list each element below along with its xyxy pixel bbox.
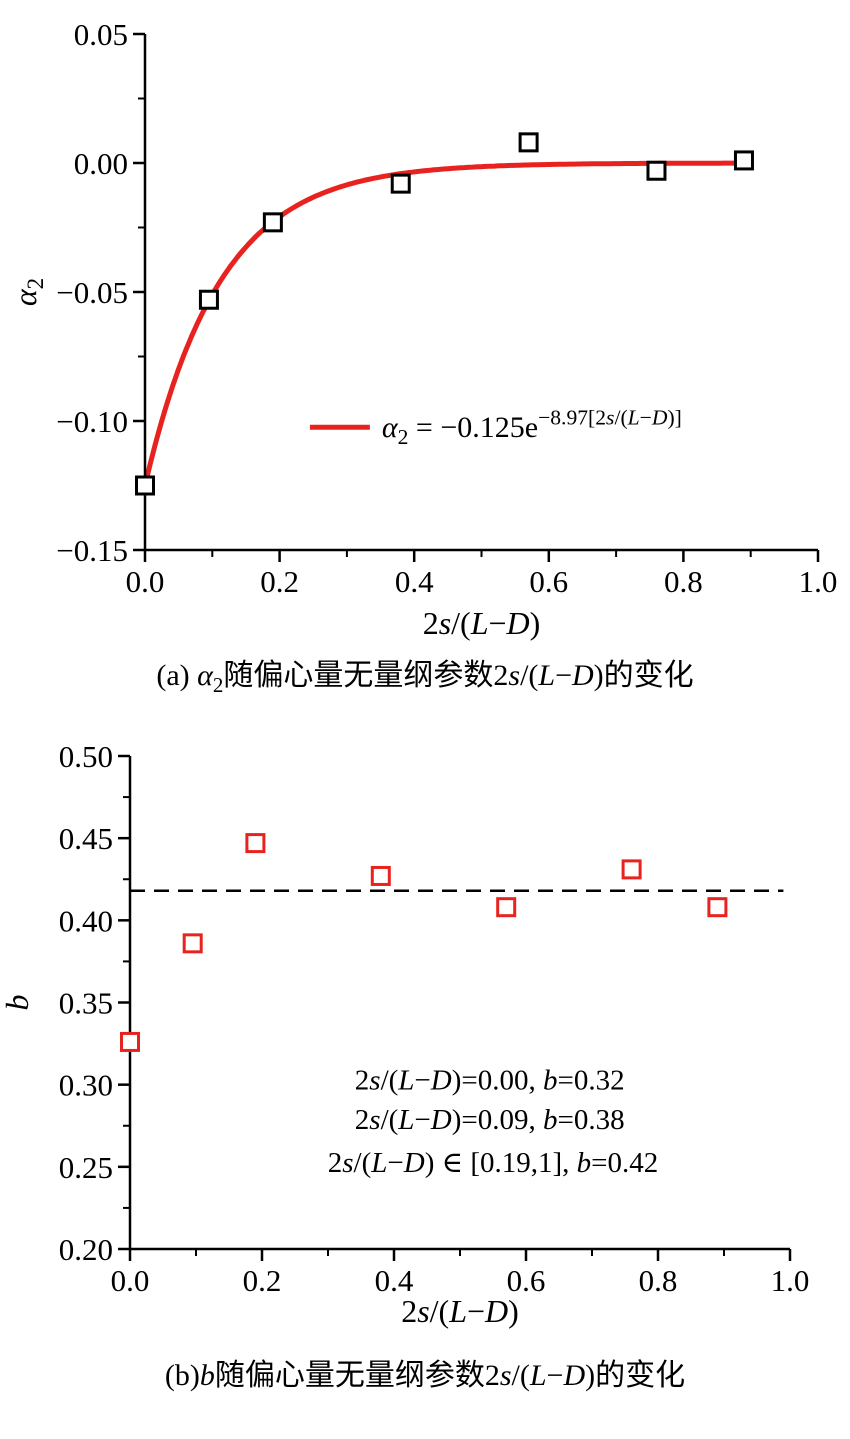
svg-text:−0.10: −0.10	[56, 404, 128, 439]
svg-text:0.45: 0.45	[59, 821, 113, 856]
svg-text:0.40: 0.40	[59, 904, 113, 939]
svg-text:0.20: 0.20	[59, 1232, 113, 1267]
svg-text:0.00: 0.00	[74, 146, 128, 181]
svg-text:0.4: 0.4	[375, 1263, 414, 1298]
chart-b-plot: 0.0 0.2 0.4 0.6 0.8 1.0 0.50 0.45 0.40 0.35 0.30 0.…	[0, 739, 810, 1329]
svg-text:2s/(L−D) ∈ [0.19,1], b=0.42: 2s/(L−D) ∈ [0.19,1], b=0.42	[328, 1147, 659, 1179]
svg-text:0.6: 0.6	[507, 1263, 546, 1298]
svg-text:0.50: 0.50	[59, 739, 113, 774]
chart-a-caption: (a) α2随偏心量无量纲参数2s/(L−D)的变化	[156, 659, 694, 697]
svg-text:0.8: 0.8	[664, 564, 703, 599]
svg-text:0.30: 0.30	[59, 1068, 113, 1103]
svg-text:0.6: 0.6	[529, 564, 568, 599]
svg-text:b: b	[0, 995, 35, 1011]
svg-text:0.0: 0.0	[126, 564, 165, 599]
chart-b-caption: (b)b随偏心量无量纲参数2s/(L−D)的变化	[164, 1359, 686, 1393]
svg-text:0.25: 0.25	[59, 1150, 113, 1185]
svg-text:2s/(L−D): 2s/(L−D)	[401, 1293, 519, 1329]
page: 0.0 0.2 0.4 0.6 0.8 1.0 0.05 0.00 −0.05 −0.10 −0.1…	[0, 2, 850, 1394]
svg-text:α2: α2	[7, 278, 48, 306]
svg-text:0.35: 0.35	[59, 986, 113, 1021]
svg-text:2s/(L−D): 2s/(L−D)	[423, 605, 541, 641]
svg-text:0.4: 0.4	[395, 564, 434, 599]
svg-text:1.0: 1.0	[771, 1263, 810, 1298]
svg-text:0.2: 0.2	[243, 1263, 282, 1298]
svg-text:0.05: 0.05	[74, 17, 128, 52]
svg-text:2s/(L−D)=0.00, b=0.32: 2s/(L−D)=0.00, b=0.32	[355, 1065, 625, 1097]
svg-text:−0.15: −0.15	[56, 533, 128, 568]
figure-a: 0.0 0.2 0.4 0.6 0.8 1.0 0.05 0.00 −0.05 −0.10 −0.1…	[0, 2, 850, 698]
svg-text:1.0: 1.0	[799, 564, 838, 599]
svg-text:0.0: 0.0	[111, 1263, 150, 1298]
svg-text:α2 = −0.125e−8.97[2s/(L−D)]: α2 = −0.125e−8.97[2s/(L−D)]	[382, 406, 682, 449]
svg-text:−0.05: −0.05	[56, 275, 128, 310]
chart-a-plot: 0.0 0.2 0.4 0.6 0.8 1.0 0.05 0.00 −0.05 −0.10 −0.1…	[7, 17, 838, 641]
svg-text:0.8: 0.8	[639, 1263, 678, 1298]
figure-b: 0.0 0.2 0.4 0.6 0.8 1.0 0.50 0.45 0.40 0.35 0.30 0.…	[0, 698, 850, 1394]
svg-text:2s/(L−D)=0.09, b=0.38: 2s/(L−D)=0.09, b=0.38	[355, 1104, 625, 1136]
svg-text:0.2: 0.2	[260, 564, 299, 599]
